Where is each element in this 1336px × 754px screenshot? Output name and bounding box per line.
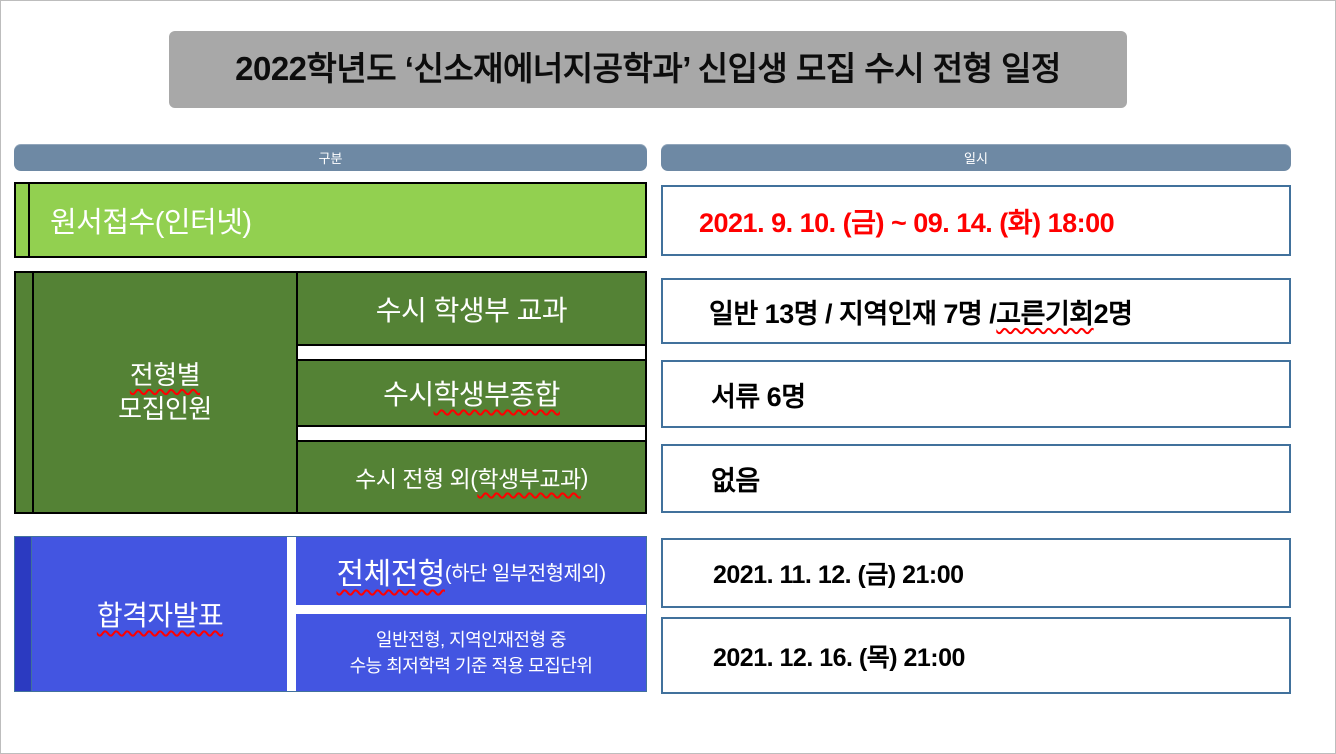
column-header-datetime: 일시 [661, 144, 1291, 171]
row-separator [296, 605, 646, 614]
row-separator [298, 425, 645, 442]
label-text: 수시 학생부 교과 [375, 294, 568, 326]
announcement-row-label: 일반전형, 지역인재전형 중 수능 최저학력 기준 적용 모집단위 [296, 614, 646, 693]
value-text: 일반 13명 / 지역인재 7명 / [709, 298, 997, 329]
label-text: (하단 일부전형제외) [444, 562, 606, 585]
announcement-row-label: 전체전형 (하단 일부전형제외) [296, 537, 646, 605]
quota-group-label: 전형별 모집인원 [34, 273, 296, 512]
accent-strip [16, 184, 30, 256]
label-line2: 수능 최저학력 기준 적용 모집단위 [349, 655, 593, 676]
quota-group: 전형별 모집인원 수시 학생부 교과 수시 학생부종합 수시 전형 외(학생부교… [14, 271, 647, 514]
announcement-date-cell: 2021. 12. 16. (목) 21:00 [661, 617, 1291, 694]
accent-strip [15, 537, 32, 691]
label-text: 전체전형 [336, 558, 446, 591]
quota-value-cell: 서류 6명 [661, 360, 1291, 428]
divider [32, 273, 34, 512]
value-text: 없음 [711, 466, 760, 496]
label-text: 수시 전형 외( [355, 466, 478, 492]
value-text: 2021. 11. 12. (금) 21:00 [713, 561, 964, 589]
column-header-category: 구분 [14, 144, 647, 171]
quota-row-label: 수시 학생부 교과 [298, 273, 645, 344]
label-text: 합격자발표 [96, 600, 224, 631]
quota-value-cell: 없음 [661, 444, 1291, 513]
label-text: 학생부교과 [477, 466, 581, 492]
label-text: 학생부종합 [433, 379, 561, 410]
application-date: 2021. 9. 10. (금) ~ 09. 14. (화) 18:00 [699, 208, 1115, 238]
label-text: ) [580, 463, 589, 490]
column-separator [287, 537, 296, 691]
label-text: 수시 [383, 379, 434, 410]
label-line1: 일반전형, 지역인재전형 중 [375, 630, 567, 651]
row-separator [298, 344, 645, 361]
application-label: 원서접수(인터넷) [50, 207, 252, 239]
value-text: 2명 [1093, 298, 1133, 329]
application-row: 원서접수(인터넷) [14, 182, 647, 258]
application-date-cell: 2021. 9. 10. (금) ~ 09. 14. (화) 18:00 [661, 185, 1291, 256]
value-text: 고른기회 [996, 298, 1094, 329]
quota-group-label-line1: 전형별 [129, 359, 201, 390]
announcement-date-cell: 2021. 11. 12. (금) 21:00 [661, 538, 1291, 608]
divider [296, 273, 298, 512]
announcement-group-label: 합격자발표 [33, 537, 287, 691]
value-text: 서류 6명 [711, 381, 806, 412]
quota-row-label: 수시 학생부종합 [298, 361, 645, 425]
quota-row-label: 수시 전형 외(학생부교과) [298, 442, 645, 512]
quota-group-label-line2: 모집인원 [118, 393, 212, 424]
page-title: 2022학년도 ‘신소재에너지공학과’ 신입생 모집 수시 전형 일정 [169, 31, 1127, 108]
announcement-group: 합격자발표 전체전형 (하단 일부전형제외) 일반전형, 지역인재전형 중 수능 … [14, 536, 647, 692]
quota-value-cell: 일반 13명 / 지역인재 7명 / 고른기회 2명 [661, 278, 1291, 344]
value-text: 2021. 12. 16. (목) 21:00 [713, 643, 965, 672]
